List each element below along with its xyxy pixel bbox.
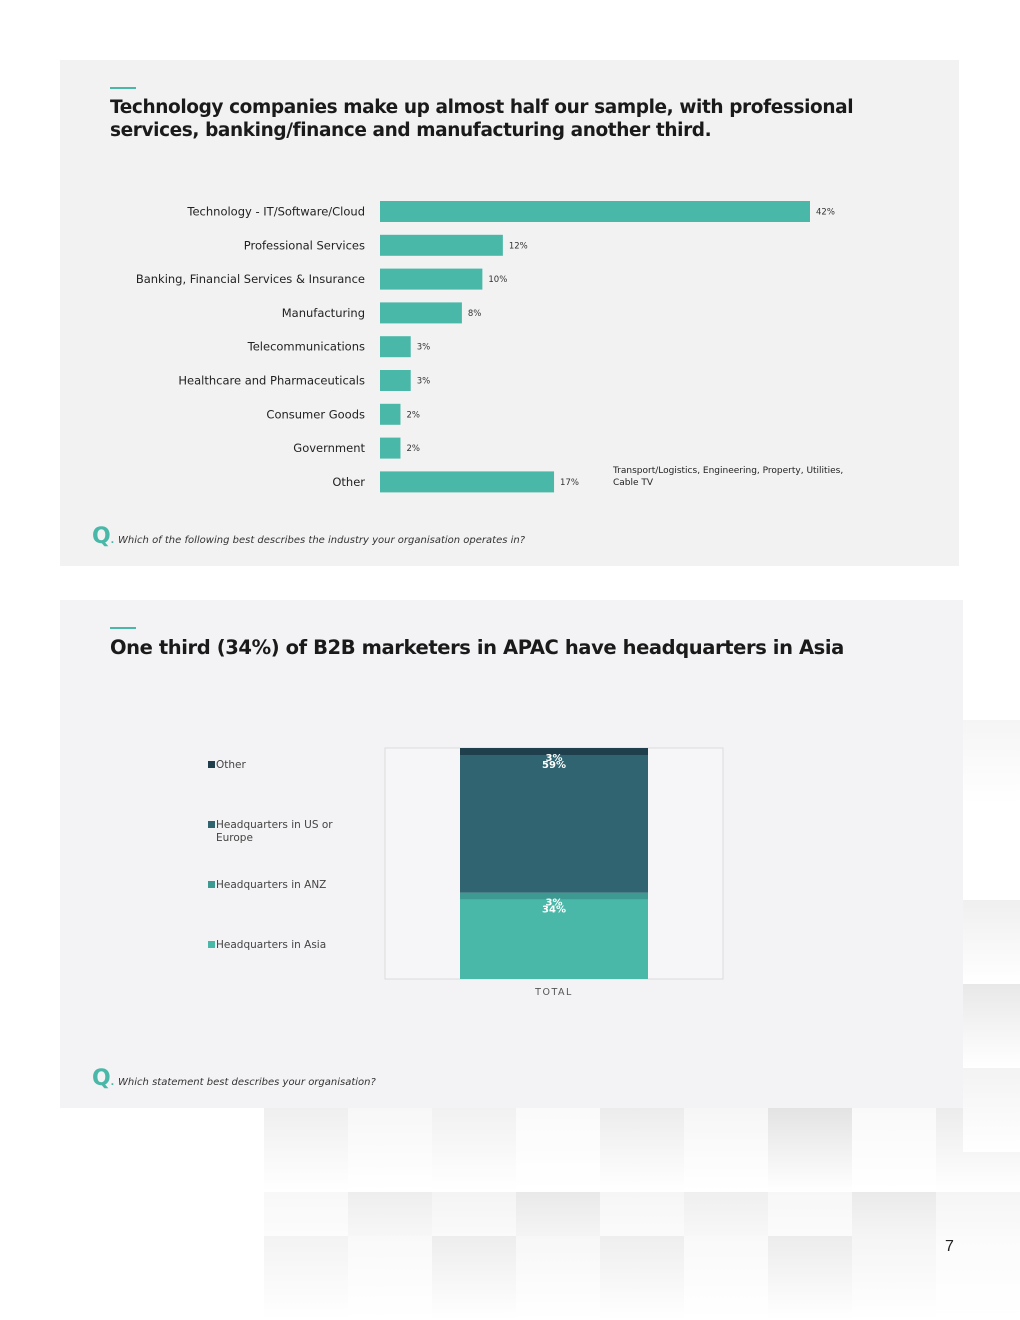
background-tile xyxy=(768,1108,852,1192)
value-label-healthcare-and-pharmaceuticals: 3% xyxy=(417,377,431,387)
segment-headquarters-in-us-or-europe xyxy=(460,755,648,893)
background-tile xyxy=(963,1068,1020,1152)
segment-headquarters-in-anz xyxy=(460,892,648,900)
background-tile xyxy=(264,1108,348,1192)
background-tile xyxy=(852,1108,936,1192)
other-annotation-line2: Cable TV xyxy=(613,478,654,488)
background-tile xyxy=(516,1108,600,1192)
legend-label-headquarters-in-anz: Headquarters in ANZ xyxy=(216,879,326,891)
segment-headquarters-in-asia xyxy=(460,899,648,979)
hq-chart-title: One third (34%) of B2B marketers in APAC… xyxy=(110,636,844,659)
page-number: 7 xyxy=(945,1238,954,1255)
segment-label-headquarters-in-anz: 3% xyxy=(546,898,563,909)
question-text: Which of the following best describes th… xyxy=(118,535,526,546)
value-label-telecommunications: 3% xyxy=(417,343,431,353)
question-icon-dot: . xyxy=(110,532,115,546)
segment-label-headquarters-in-us-or-europe: 59% xyxy=(542,760,566,771)
background-tile xyxy=(516,1236,600,1320)
question-footer: Q . Which statement best describes your … xyxy=(92,1068,376,1090)
background-tile xyxy=(264,1236,348,1320)
segment-other xyxy=(460,748,648,755)
category-label-other: Other xyxy=(332,475,365,489)
background-tile xyxy=(852,1236,936,1320)
bar-consumer-goods xyxy=(380,403,401,425)
legend-swatch-other xyxy=(208,761,215,768)
segment-label-other: 3% xyxy=(546,753,563,764)
background-tile xyxy=(963,900,1020,984)
category-label-telecommunications: Telecommunications xyxy=(247,340,365,354)
value-label-professional-services: 12% xyxy=(509,241,528,251)
hq-chart-panel: One third (34%) of B2B marketers in APAC… xyxy=(60,600,963,1108)
industry-bar-chart: Technology - IT/Software/Cloud 42% Profess… xyxy=(136,201,843,493)
bar-banking-financial-services-insurance xyxy=(380,268,483,290)
value-label-banking-financial-services-insurance: 10% xyxy=(488,275,507,285)
category-label-total: TOTAL xyxy=(534,987,573,998)
background-tile xyxy=(432,1236,516,1320)
category-label-professional-services: Professional Services xyxy=(244,238,365,252)
background-tile xyxy=(600,1108,684,1192)
value-label-manufacturing: 8% xyxy=(468,309,482,319)
question-icon: Q xyxy=(92,524,111,549)
bar-manufacturing xyxy=(380,302,462,324)
category-label-consumer-goods: Consumer Goods xyxy=(266,407,365,421)
bar-technology-it-software-cloud xyxy=(380,201,810,222)
bar-other xyxy=(380,471,555,493)
bar-telecommunications xyxy=(380,336,411,358)
legend-swatch-headquarters-in-us-or-europe xyxy=(208,821,215,828)
category-label-healthcare-and-pharmaceuticals: Healthcare and Pharmaceuticals xyxy=(178,374,365,388)
legend-swatch-headquarters-in-anz xyxy=(208,881,215,888)
legend-label-headquarters-in-asia: Headquarters in Asia xyxy=(216,939,326,951)
question-icon: Q xyxy=(92,1066,111,1091)
value-label-other: 17% xyxy=(560,478,579,488)
background-tile xyxy=(768,1236,852,1320)
category-label-government: Government xyxy=(293,441,365,455)
background-tile xyxy=(684,1108,768,1192)
bar-healthcare-and-pharmaceuticals xyxy=(380,370,411,391)
category-label-manufacturing: Manufacturing xyxy=(282,306,365,320)
background-tile xyxy=(963,984,1020,1068)
background-tile xyxy=(600,1236,684,1320)
question-text: Which statement best describes your orga… xyxy=(118,1077,376,1088)
other-annotation-line1: Transport/Logistics, Engineering, Proper… xyxy=(612,466,843,476)
question-footer: Q . Which of the following best describe… xyxy=(92,526,525,548)
background-tile xyxy=(348,1236,432,1320)
legend-swatch-headquarters-in-asia xyxy=(208,941,215,948)
background-tile xyxy=(963,720,1020,804)
title-accent-line xyxy=(110,627,136,629)
background-tile xyxy=(348,1108,432,1192)
question-icon-dot: . xyxy=(110,1074,115,1088)
background-tile xyxy=(936,1236,1020,1320)
hq-stacked-bar-chart: Other Headquarters in US or Europe Headquar… xyxy=(208,747,724,998)
bar-professional-services xyxy=(380,234,503,256)
category-label-technology-it-software-cloud: Technology - IT/Software/Cloud xyxy=(186,205,365,219)
background-tile xyxy=(432,1108,516,1192)
industry-chart-title: Technology companies make up almost half… xyxy=(110,97,854,141)
segment-label-headquarters-in-asia: 34% xyxy=(542,905,566,916)
legend-label-headquarters-in-us-or-europe: Headquarters in US or Europe xyxy=(216,819,333,844)
industry-chart-panel: Technology companies make up almost half… xyxy=(60,60,959,566)
bar-government xyxy=(380,437,401,459)
value-label-consumer-goods: 2% xyxy=(406,410,420,420)
category-label-banking-financial-services-insurance: Banking, Financial Services & Insurance xyxy=(136,272,365,286)
title-accent-line xyxy=(110,87,136,89)
value-label-technology-it-software-cloud: 42% xyxy=(816,208,835,218)
value-label-government: 2% xyxy=(406,444,420,454)
background-tile xyxy=(684,1236,768,1320)
legend-label-other: Other xyxy=(216,759,246,771)
